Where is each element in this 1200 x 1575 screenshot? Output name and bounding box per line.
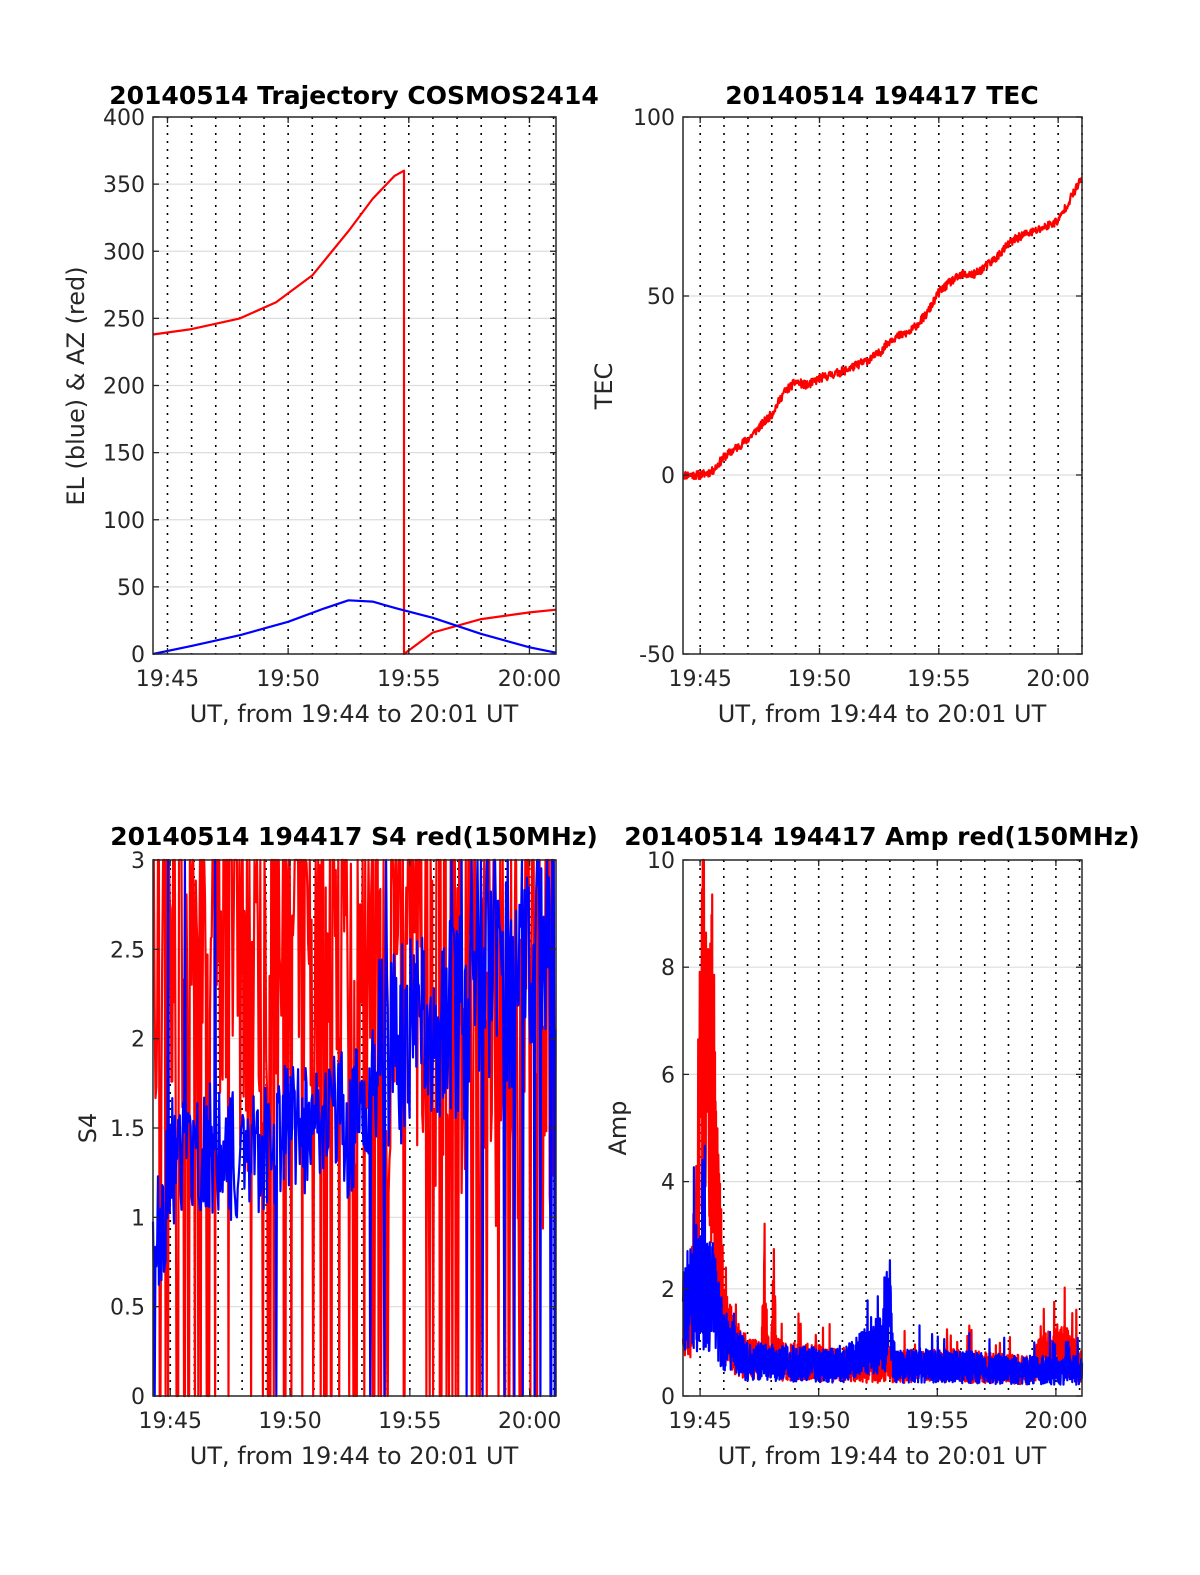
y-tick-label: 100: [103, 509, 145, 534]
x-axis-label: UT, from 19:44 to 20:01 UT: [718, 1442, 1047, 1470]
x-axis-label: UT, from 19:44 to 20:01 UT: [190, 700, 519, 728]
y-tick-label: 0: [131, 643, 145, 668]
series-line: [681, 1144, 1084, 1386]
y-tick-label: 100: [633, 106, 675, 131]
chart-title: 20140514 194417 Amp red(150MHz): [624, 822, 1140, 851]
series-line: [152, 599, 557, 656]
y-tick-label: 350: [103, 173, 145, 198]
y-tick-label: 1: [131, 1206, 145, 1231]
x-tick-label: 19:55: [377, 667, 440, 692]
axes-box: [682, 859, 1083, 1397]
plot-area: -50 0 50 100 19:45 19:50 19:55 20:00: [633, 106, 1090, 692]
chart-title: 20140514 194417 S4 red(150MHz): [110, 822, 598, 851]
x-tick-label: 19:45: [139, 1409, 202, 1434]
x-tick-label: 19:55: [378, 1409, 441, 1434]
x-tick-label: 20:00: [498, 1409, 561, 1434]
panel-tec: -50 0 50 100 19:45 19:50 19:55 20:00 20140514 1…: [590, 81, 1090, 728]
x-tick-label: 19:45: [136, 667, 199, 692]
y-tick-label: 0.5: [110, 1296, 145, 1321]
y-tick-label: 10: [647, 849, 675, 874]
y-tick-label: 1.5: [110, 1117, 145, 1142]
y-tick-label: 0: [661, 464, 675, 489]
panel-trajectory: 0 50 100 150 200 250 300 350 400 19:45 19:50 19:55 2…: [62, 81, 599, 728]
series-line: [152, 169, 557, 656]
y-tick-label: -50: [639, 643, 675, 668]
y-tick-label: 2: [131, 1028, 145, 1053]
y-tick-label: 2.5: [110, 938, 145, 963]
x-tick-label: 19:45: [668, 667, 731, 692]
y-tick-label: 4: [661, 1171, 675, 1196]
y-tick-label: 8: [661, 956, 675, 981]
y-axis-label: TEC: [590, 363, 618, 411]
y-tick-label: 400: [103, 106, 145, 131]
chart-title: 20140514 Trajectory COSMOS2414: [109, 81, 599, 110]
series-line: [682, 176, 1083, 481]
y-tick-label: 150: [103, 442, 145, 467]
axes-box: [682, 116, 1083, 655]
y-tick-label: 2: [661, 1278, 675, 1303]
y-tick-label: 0: [661, 1385, 675, 1410]
series-line: [151, 858, 557, 1398]
x-tick-label: 19:50: [787, 1409, 850, 1434]
y-axis-label: S4: [74, 1113, 102, 1144]
y-tick-label: 50: [117, 576, 145, 601]
x-tick-label: 20:00: [1026, 667, 1089, 692]
x-tick-label: 19:50: [258, 1409, 321, 1434]
chart-title: 20140514 194417 TEC: [725, 81, 1038, 110]
x-tick-label: 20:00: [498, 667, 561, 692]
x-axis-label: UT, from 19:44 to 20:01 UT: [190, 1442, 519, 1470]
y-tick-label: 50: [647, 285, 675, 310]
x-axis-label: UT, from 19:44 to 20:01 UT: [718, 700, 1047, 728]
x-tick-label: 19:45: [668, 1409, 731, 1434]
x-tick-label: 19:55: [906, 1409, 969, 1434]
x-tick-label: 19:50: [256, 667, 319, 692]
x-tick-label: 19:50: [788, 667, 851, 692]
x-tick-label: 20:00: [1024, 1409, 1087, 1434]
plot-area: 0 0.5 1 1.5 2 2.5 3 19:45 19:50 19:55 20:00: [110, 849, 561, 1434]
panel-s4: 0 0.5 1 1.5 2 2.5 3 19:45 19:50 19:55 20:00 201405…: [74, 822, 598, 1470]
panel-amp: 0 2 4 6 8 10 19:45 19:50 19:55 20:00 20140514 194…: [604, 822, 1140, 1470]
y-tick-label: 300: [103, 240, 145, 265]
y-tick-label: 0: [131, 1385, 145, 1410]
y-tick-label: 3: [131, 849, 145, 874]
y-axis-label: EL (blue) & AZ (red): [62, 266, 90, 505]
plot-area: 0 2 4 6 8 10 19:45 19:50 19:55 20:00: [647, 849, 1088, 1434]
y-tick-label: 200: [103, 375, 145, 400]
y-tick-label: 250: [103, 307, 145, 332]
plot-area: 0 50 100 150 200 250 300 350 400 19:45 19:50 19:55 2…: [103, 106, 561, 692]
y-axis-label: Amp: [604, 1100, 632, 1155]
x-tick-label: 19:55: [907, 667, 970, 692]
y-tick-label: 6: [661, 1063, 675, 1088]
